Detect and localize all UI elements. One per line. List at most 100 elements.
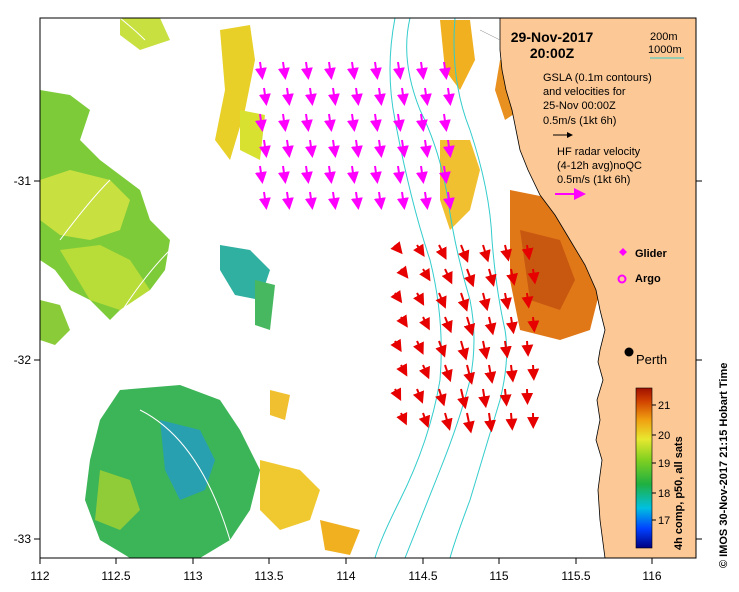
x-tick-label: 112 [30, 569, 49, 583]
gsla-velocity-arrow [350, 87, 363, 106]
credit-text: © IMOS 30-Nov-2017 21:15 Hobart Time [718, 363, 730, 568]
hf-radar-velocity-arrow [505, 316, 518, 335]
hf-radar-velocity-arrow [521, 244, 534, 261]
hf-radar-velocity-arrow [390, 290, 403, 304]
gsla-velocity-arrow [323, 113, 336, 132]
gsla-velocity-arrow [369, 113, 382, 132]
gsla-scale-label: 0.5m/s (1kt 6h) [543, 115, 616, 127]
hf-radar-velocity-arrow [478, 388, 491, 409]
argo-legend-label: Argo [635, 273, 661, 285]
hf-radar-velocity-arrow [396, 265, 409, 279]
hf-radar-velocity-arrow [435, 340, 447, 358]
gsla-velocity-arrow [323, 61, 336, 80]
gsla-velocity-arrows [254, 61, 455, 210]
hf-radar-velocity-arrow [499, 388, 512, 407]
gsla-velocity-arrow [419, 191, 432, 210]
y-tick-marks [34, 180, 702, 540]
hf-radar-velocity-arrow [505, 364, 518, 383]
gsla-velocity-arrow [415, 61, 428, 80]
colorbar-tick-label: 21 [658, 400, 670, 412]
gsla-velocity-arrow [304, 87, 317, 106]
hf-legend-line1: HF radar velocity [557, 146, 641, 158]
y-tick-label: -31 [14, 174, 32, 188]
hf-radar-velocity-arrow [521, 292, 534, 309]
x-tick-label: 114.5 [408, 569, 437, 583]
x-tick-marks [39, 558, 653, 564]
isobath-1000-label: 1000m [648, 44, 682, 56]
gsla-velocity-arrow [258, 139, 271, 158]
gsla-velocity-arrow [373, 191, 386, 210]
hf-radar-velocity-arrow [499, 340, 512, 359]
hf-radar-velocity-arrow [440, 412, 453, 431]
gsla-velocity-arrow [373, 139, 386, 158]
gsla-velocity-arrow [350, 139, 363, 158]
gsla-velocity-arrow [327, 139, 340, 158]
gsla-velocity-arrow [438, 165, 451, 184]
hf-legend-line2: (4-12h avg)noQC [557, 160, 642, 172]
colorbar [635, 387, 653, 549]
gsla-velocity-arrow [373, 87, 386, 106]
map-date: 29-Nov-2017 [511, 29, 594, 45]
hf-radar-velocity-arrow [441, 316, 453, 334]
colorbar-tick-label: 17 [658, 515, 670, 527]
x-tick-labels: 112 112.5 113 113.5 114 114.5 115 115.5 … [30, 569, 661, 583]
hf-radar-velocity-arrow [478, 340, 491, 360]
map-time: 20:00Z [530, 45, 575, 61]
hf-radar-velocity-arrow [527, 268, 540, 285]
gsla-velocity-arrow [300, 61, 313, 80]
gsla-velocity-arrow [258, 191, 271, 210]
colorbar-label: 4h comp, p50, all sats [673, 436, 685, 550]
gsla-velocity-arrow [254, 61, 267, 80]
hf-radar-velocity-arrow [484, 268, 497, 287]
gsla-velocity-arrow [442, 87, 455, 106]
gsla-velocity-arrow [300, 165, 313, 184]
hf-radar-velocity-arrow [412, 388, 424, 404]
hf-radar-velocity-arrow [521, 340, 534, 357]
x-tick-label: 115 [489, 569, 508, 583]
hf-radar-velocity-arrow [484, 316, 497, 336]
hf-radar-velocity-arrow [463, 268, 476, 288]
gsla-velocity-arrow [323, 165, 336, 184]
hf-radar-velocity-arrow [390, 241, 403, 255]
hf-radar-velocity-arrow [457, 388, 469, 410]
hf-radar-velocity-arrow [441, 268, 453, 285]
colorbar-tick-labels: 21 20 19 18 17 [658, 400, 670, 527]
gsla-velocity-arrow [442, 191, 455, 210]
hf-radar-velocity-arrow [506, 268, 518, 286]
x-tick-label: 112.5 [101, 569, 130, 583]
gsla-velocity-arrow [438, 113, 451, 132]
hf-scale-label: 0.5m/s (1kt 6h) [557, 174, 630, 186]
gsla-legend-line1: GSLA (0.1m contours) [543, 72, 652, 84]
gsla-velocity-arrow [277, 61, 290, 80]
hf-radar-velocity-arrow [396, 412, 408, 426]
hf-radar-velocity-arrow [412, 340, 424, 355]
hf-radar-velocity-arrow [413, 243, 425, 257]
argo-legend-icon [617, 274, 627, 284]
plot-area [40, 18, 696, 558]
gsla-velocity-arrow [258, 87, 271, 106]
colorbar-ticks [652, 404, 656, 521]
gsla-velocity-arrow [254, 165, 267, 184]
hf-radar-velocity-arrow [527, 316, 540, 333]
y-tick-labels: -31 -32 -33 [14, 174, 32, 546]
hf-radar-velocity-arrow [390, 338, 402, 353]
hf-radar-velocity-arrow [435, 388, 447, 407]
hf-radar-velocity-arrow [435, 292, 447, 309]
hf-radar-velocity-arrow [479, 244, 491, 263]
hf-radar-velocity-arrow [463, 364, 475, 385]
glider-legend-icon [619, 248, 627, 256]
gsla-velocity-arrow [419, 87, 432, 106]
gsla-velocity-arrow [277, 113, 290, 132]
gsla-velocity-arrow [327, 87, 340, 106]
hf-radar-velocity-arrow [527, 364, 540, 381]
gsla-contours [59, 18, 231, 541]
gsla-velocity-arrow [369, 61, 382, 80]
x-tick-label: 114 [336, 569, 355, 583]
hf-radar-velocity-arrow [435, 244, 447, 260]
hf-radar-velocity-arrow [484, 364, 497, 384]
hf-radar-velocity-arrow [396, 363, 408, 377]
gsla-velocity-arrow [392, 165, 405, 184]
glider-legend-label: Glider [635, 248, 668, 260]
hf-radar-velocity-arrow [478, 292, 491, 312]
